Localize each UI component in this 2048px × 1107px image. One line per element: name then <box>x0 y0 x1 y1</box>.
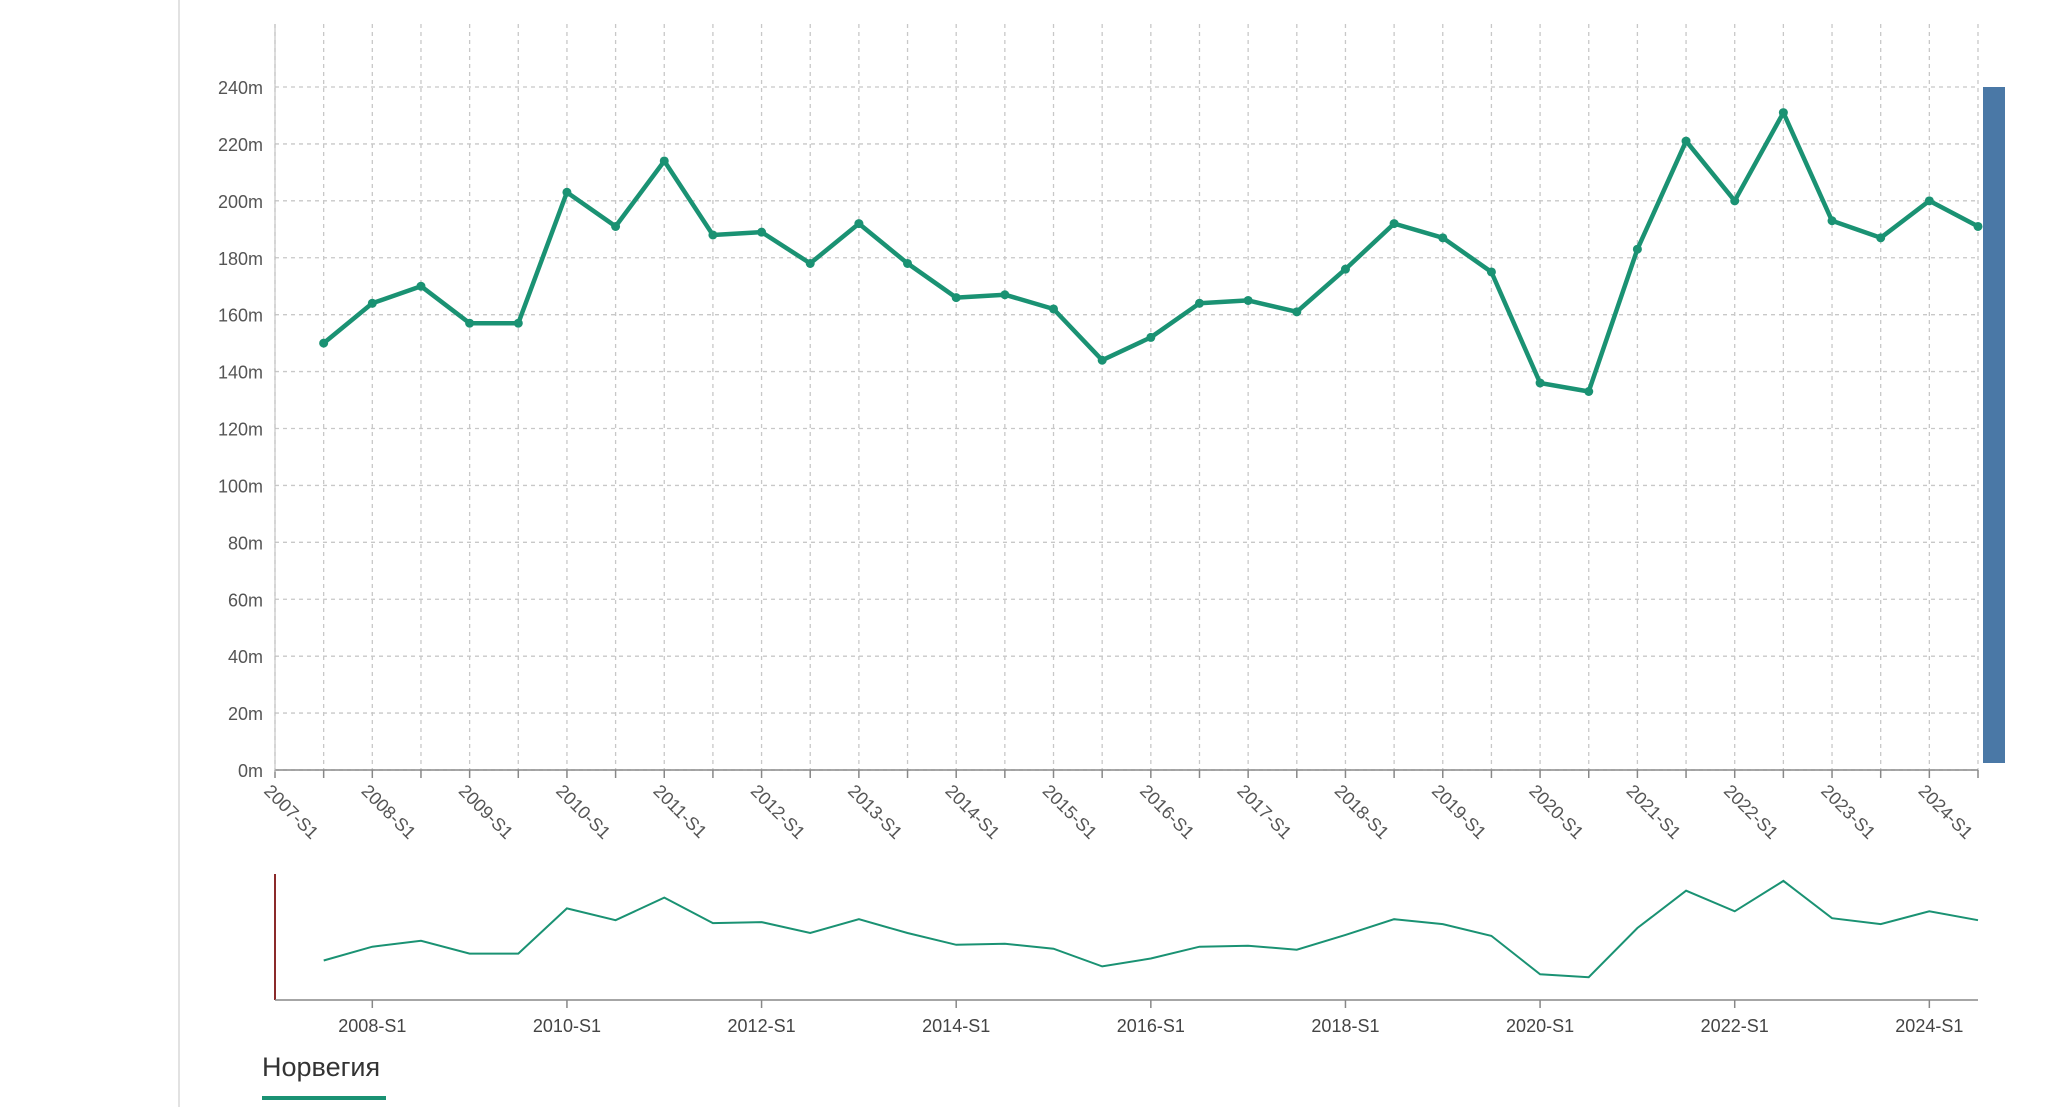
vertical-gridlines <box>274 24 1979 770</box>
data-point <box>805 258 815 268</box>
data-point <box>1049 304 1059 314</box>
x-tick-label: 2023-S1 <box>1817 781 1879 843</box>
navigator-tick-label: 2018-S1 <box>1311 1016 1379 1036</box>
y-tick-label: 200m <box>218 192 263 212</box>
y-tick-label: 180m <box>218 249 263 269</box>
y-tick-label: 240m <box>218 78 263 98</box>
y-tick-label: 40m <box>228 647 263 667</box>
x-tick-label: 2010-S1 <box>552 781 614 843</box>
data-point <box>1632 244 1642 254</box>
data-point <box>513 318 523 328</box>
y-axis-labels: 0m 20m 40m 60m 80m 100m 120m 140m 160m 180m 200m 22… <box>218 78 263 781</box>
y-tick-label: 0m <box>238 761 263 781</box>
y-tick-label: 140m <box>218 363 263 383</box>
y-tick-label: 80m <box>228 533 263 553</box>
y-tick-label: 100m <box>218 476 263 496</box>
x-tick-label: 2015-S1 <box>1039 781 1101 843</box>
navigator-tick-label: 2010-S1 <box>533 1016 601 1036</box>
data-point <box>708 230 718 240</box>
y-tick-label: 120m <box>218 420 263 440</box>
data-point <box>1389 219 1399 229</box>
data-point <box>1243 295 1253 305</box>
x-tick-label: 2024-S1 <box>1915 781 1977 843</box>
x-tick-label: 2017-S1 <box>1233 781 1295 843</box>
data-point <box>659 156 669 166</box>
data-point <box>757 227 767 237</box>
x-tick-label: 2021-S1 <box>1623 781 1685 843</box>
x-tick-label: 2020-S1 <box>1525 781 1587 843</box>
vertical-scrollbar[interactable] <box>1983 87 2005 763</box>
legend-item-norway[interactable]: Норвегия <box>262 1052 381 1082</box>
data-point <box>1973 221 1983 231</box>
data-point <box>416 281 426 291</box>
data-point <box>951 293 961 303</box>
series-points <box>319 108 1983 397</box>
x-tick-label: 2013-S1 <box>844 781 906 843</box>
navigator-tick-labels: 2008-S1 2010-S1 2012-S1 2014-S1 2016-S1 2018-… <box>338 1016 1963 1036</box>
data-point <box>1340 264 1350 274</box>
navigator-tick-label: 2022-S1 <box>1701 1016 1769 1036</box>
navigator-series <box>323 879 1979 979</box>
navigator-tick-label: 2014-S1 <box>922 1016 990 1036</box>
navigator-series-line <box>323 879 1979 979</box>
navigator-axes <box>274 874 1978 1008</box>
x-tick-label: 2007-S1 <box>260 781 322 843</box>
page-divider <box>178 0 180 1107</box>
axes <box>274 24 1979 778</box>
data-point <box>1146 332 1156 342</box>
y-tick-label: 20m <box>228 704 263 724</box>
data-point <box>562 187 572 197</box>
data-point <box>319 338 329 348</box>
x-axis-labels: 2007-S1 2008-S1 2009-S1 2010-S1 2011-S1 2012-… <box>260 781 1977 843</box>
data-point <box>1924 196 1934 206</box>
data-point <box>1730 196 1740 206</box>
x-tick-label: 2009-S1 <box>455 781 517 843</box>
y-tick-label: 60m <box>228 590 263 610</box>
data-point <box>611 221 621 231</box>
data-point <box>1535 378 1545 388</box>
x-tick-label: 2011-S1 <box>649 781 710 842</box>
x-tick-label: 2008-S1 <box>357 781 419 843</box>
x-tick-label: 2022-S1 <box>1720 781 1782 843</box>
data-point <box>903 258 913 268</box>
horizontal-gridlines <box>275 86 1978 771</box>
data-point <box>367 298 377 308</box>
data-point <box>1292 307 1302 317</box>
x-tick-label: 2019-S1 <box>1428 781 1490 843</box>
navigator-tick-label: 2016-S1 <box>1117 1016 1185 1036</box>
y-tick-label: 220m <box>218 135 263 155</box>
navigator-tick-label: 2012-S1 <box>728 1016 796 1036</box>
data-point <box>1000 290 1010 300</box>
x-tick-label: 2012-S1 <box>747 781 809 843</box>
y-tick-label: 160m <box>218 306 263 326</box>
data-point <box>1681 136 1691 146</box>
data-point <box>1194 298 1204 308</box>
navigator-tick-label: 2024-S1 <box>1895 1016 1963 1036</box>
x-tick-label: 2016-S1 <box>1136 781 1198 843</box>
data-point <box>1876 233 1886 243</box>
data-point <box>1438 233 1448 243</box>
navigator-tick-label: 2020-S1 <box>1506 1016 1574 1036</box>
data-point <box>1778 108 1788 118</box>
data-point <box>1827 216 1837 226</box>
x-tick-label: 2014-S1 <box>941 781 1003 843</box>
main-line-chart: 0m 20m 40m 60m 80m 100m 120m 140m 160m 180m 200m 22… <box>218 24 1983 843</box>
data-point <box>1097 355 1107 365</box>
x-tick-label: 2018-S1 <box>1331 781 1393 843</box>
data-point <box>465 318 475 328</box>
legend-underline <box>262 1096 386 1100</box>
data-point <box>854 219 864 229</box>
data-point <box>1584 387 1594 397</box>
data-point <box>1486 267 1496 277</box>
navigator-tick-label: 2008-S1 <box>338 1016 406 1036</box>
